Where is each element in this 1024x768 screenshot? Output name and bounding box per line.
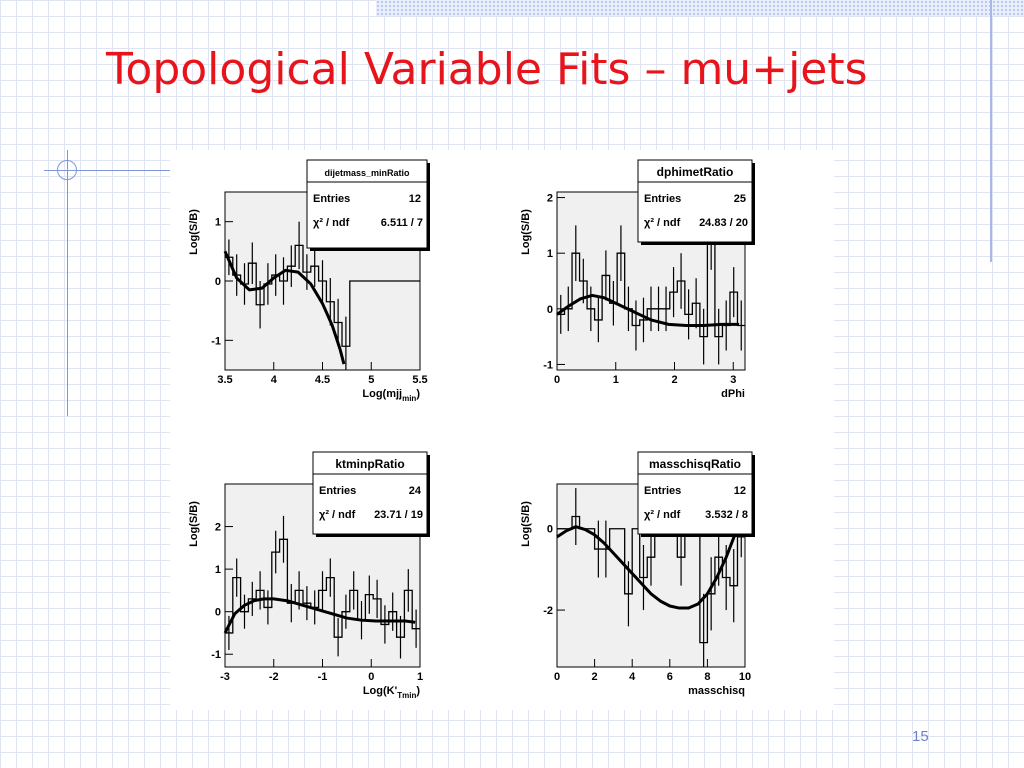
stats-entries-label: Entries	[313, 193, 350, 205]
y-tick-label: -1	[211, 335, 221, 347]
stats-entries-label: Entries	[319, 485, 356, 497]
y-tick-label: -1	[543, 359, 553, 371]
stats-chi2-value: 6.511 / 7	[381, 217, 423, 229]
x-tick-label: 2	[671, 374, 677, 386]
x-axis-label-close: )	[416, 388, 420, 400]
y-tick-label: -1	[211, 649, 221, 661]
chart-panel-dijetmass_minRatio: 3.5 4 4.5 5 5.5 -1 0 1 Log(S/B) Log(mjjmin) dijetm…	[188, 159, 430, 403]
y-axis-label: Log(S/B)	[188, 209, 200, 255]
x-axis-label-sub: min	[402, 394, 416, 403]
x-axis-label: Log(mjjmin)	[362, 388, 420, 403]
x-tick-label: 4.5	[315, 374, 330, 386]
stats-entries-value: 25	[734, 193, 746, 205]
x-tick-label: 5.5	[412, 374, 427, 386]
histogram-steps	[557, 235, 745, 338]
stats-box	[312, 451, 428, 535]
histogram-steps	[557, 515, 745, 644]
x-tick-label: 4	[271, 374, 278, 386]
decorative-crosshair-circle	[57, 160, 77, 180]
y-axis-label: Log(S/B)	[520, 501, 532, 547]
x-tick-label: -2	[269, 671, 279, 683]
chart-panel-dphimetRatio: 0 1 2 3-1012Log(S/B)dPhidphimetRatioEntries…	[520, 159, 755, 400]
y-tick-label: 0	[547, 524, 553, 536]
x-tick-label: 6	[667, 671, 673, 683]
stats-box-title: masschisqRatio	[649, 457, 741, 471]
stats-chi2-value: 3.532 / 8	[705, 509, 748, 521]
histogram-figure: 3.5 4 4.5 5 5.5-101Log(S/B)Log(mjjmin)dijetm…	[188, 159, 755, 700]
x-axis-label-sub: Tmin	[397, 691, 416, 700]
y-tick-label: 0	[215, 276, 221, 288]
y-tick-label: 0	[547, 304, 553, 316]
x-axis-label: dPhi	[721, 388, 745, 400]
page-number: 15	[912, 728, 929, 745]
y-tick-label: 1	[215, 217, 221, 229]
x-tick-label: 3.5	[217, 374, 232, 386]
decorative-right-line	[990, 0, 992, 262]
stats-entries-label: Entries	[644, 485, 681, 497]
y-tick-label: 2	[215, 522, 221, 534]
stats-chi2-value: 23.71 / 19	[374, 509, 423, 521]
stats-box-title: dijetmass_minRatio	[324, 168, 410, 178]
stats-entries-value: 12	[734, 485, 746, 497]
x-tick-label: 4	[629, 671, 636, 683]
y-tick-label: 1	[547, 248, 553, 260]
x-tick-label: 1	[613, 374, 619, 386]
chart-panel-ktminpRatio: -3 -2 -1 0 1 -1 0 1 2 Log(S/B) Log(K'Tmin) ktminpRa…	[188, 451, 430, 700]
stats-entries-value: 12	[409, 193, 421, 205]
chart-panel-masschisqRatio: 0 2 4 6 8 10 -2 0 Log(S/B) masschisq masschisqRati…	[520, 451, 755, 697]
stats-entries-value: 24	[409, 485, 422, 497]
slide-title: Topological Variable Fits – mu+jets	[106, 44, 868, 95]
y-tick-label: 0	[215, 607, 221, 619]
x-tick-label: 0	[368, 671, 374, 683]
decorative-top-bar	[376, 0, 1024, 16]
figure-panel: 3.5 4 4.5 5 5.5 -1 0 1 Log(S/B) Log(mjjmin) dijetm…	[170, 150, 834, 710]
x-tick-label: -1	[318, 671, 328, 683]
x-axis-label-close: )	[416, 685, 420, 697]
y-axis-label: Log(S/B)	[188, 501, 200, 547]
x-tick-label: 0	[554, 671, 560, 683]
stats-box	[306, 159, 428, 249]
x-tick-label: 8	[704, 671, 710, 683]
x-axis-label: Log(K'Tmin)	[363, 685, 421, 700]
stats-chi2-label: χ² / ndf	[313, 217, 350, 229]
y-tick-label: -2	[543, 605, 553, 617]
x-axis-label-main: Log(K'	[363, 685, 398, 697]
x-tick-label: 2	[592, 671, 598, 683]
decorative-crosshair-horizontal	[44, 170, 194, 171]
x-tick-label: 0	[554, 374, 560, 386]
y-tick-label: 2	[547, 193, 553, 205]
stats-chi2-label: χ² / ndf	[644, 509, 681, 521]
fit-curve	[223, 250, 346, 365]
x-tick-label: -3	[220, 671, 230, 683]
fit-curve	[223, 597, 416, 634]
y-tick-label: 1	[215, 564, 221, 576]
x-axis-label: masschisq	[688, 685, 745, 697]
stats-chi2-label: χ² / ndf	[319, 509, 356, 521]
decorative-crosshair-vertical	[67, 150, 68, 416]
fit-curve	[556, 293, 740, 327]
stats-chi2-label: χ² / ndf	[644, 217, 681, 229]
stats-box-title: ktminpRatio	[335, 457, 404, 471]
x-tick-label: 1	[417, 671, 423, 683]
x-axis-label-main: Log(mjj	[362, 388, 402, 400]
stats-chi2-value: 24.83 / 20	[699, 217, 748, 229]
stats-box	[637, 451, 753, 535]
y-axis-label: Log(S/B)	[520, 209, 532, 255]
x-tick-label: 3	[730, 374, 736, 386]
x-tick-label: 5	[368, 374, 374, 386]
fit-curve	[556, 515, 747, 610]
stats-entries-label: Entries	[644, 193, 681, 205]
stats-box	[637, 159, 753, 243]
x-tick-label: 10	[739, 671, 751, 683]
stats-box-title: dphimetRatio	[657, 165, 734, 179]
